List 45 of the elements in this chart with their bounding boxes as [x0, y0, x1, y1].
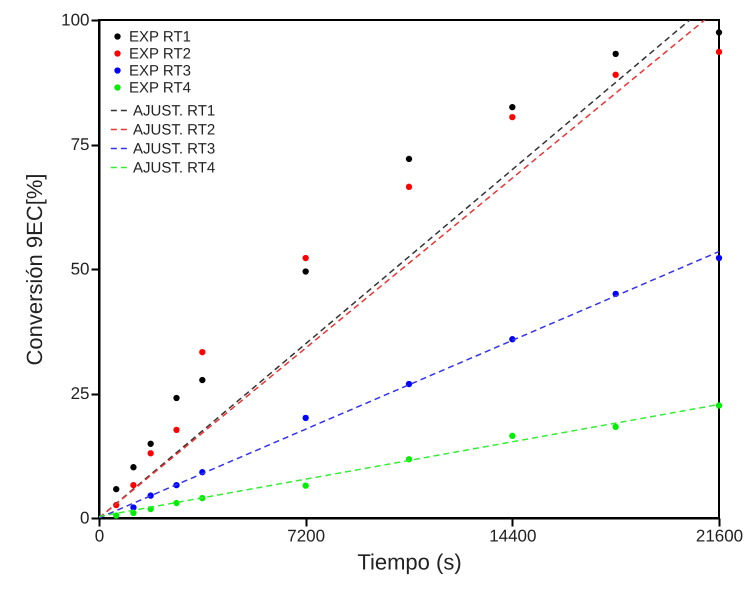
y-tick-label: 75 — [70, 135, 90, 154]
y-axis-title: Conversión 9EC[%] — [22, 174, 48, 366]
point — [509, 432, 516, 439]
legend-label: AJUST. RT1 — [133, 102, 216, 120]
point — [302, 254, 309, 262]
point — [612, 50, 619, 58]
legend-label: EXP RT3 — [129, 62, 191, 80]
point — [302, 268, 309, 275]
legend-label: EXP RT1 — [129, 28, 191, 46]
legend-label: EXP RT2 — [129, 46, 191, 62]
x-tick-label: 21600 — [696, 526, 744, 546]
point — [716, 29, 722, 36]
y-tick-label: 0 — [80, 508, 90, 528]
point — [612, 424, 619, 430]
point — [113, 486, 120, 492]
point — [302, 414, 309, 422]
point — [130, 482, 137, 488]
point — [148, 440, 154, 447]
x-tick-label: 14400 — [489, 526, 536, 546]
point — [199, 376, 206, 384]
point — [716, 402, 722, 409]
point — [716, 254, 722, 262]
point — [509, 104, 516, 110]
point — [199, 349, 206, 356]
x-tick-label: 7200 — [287, 526, 326, 546]
point — [173, 394, 180, 402]
point — [173, 426, 180, 434]
legend-label: AJUST. RT3 — [133, 140, 216, 158]
legend-label: EXP RT4 — [129, 80, 191, 96]
x-axis-title: Tiempo (s) — [357, 550, 462, 574]
point — [130, 464, 137, 470]
x-tick-label: 0 — [94, 526, 104, 546]
point — [509, 114, 516, 120]
point — [148, 450, 154, 456]
y-tick-label: 25 — [70, 384, 90, 403]
y-tick-label: 50 — [70, 260, 90, 278]
legend-label: AJUST. RT4 — [133, 160, 216, 176]
point — [113, 512, 120, 519]
point — [302, 482, 309, 489]
legend-label: AJUST. RT2 — [133, 122, 216, 138]
y-tick-label: 100 — [61, 10, 90, 30]
point — [612, 72, 619, 78]
point — [406, 184, 412, 190]
point — [716, 48, 722, 56]
point — [406, 156, 412, 162]
